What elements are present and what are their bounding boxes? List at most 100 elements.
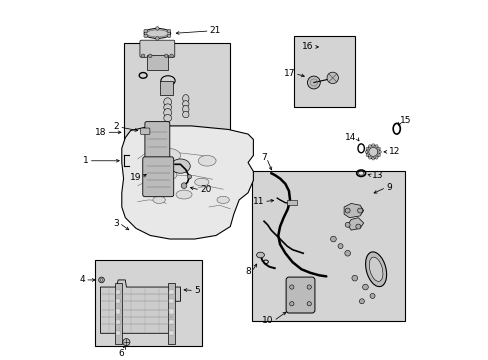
Circle shape — [148, 54, 152, 58]
Bar — [116, 299, 120, 303]
Ellipse shape — [182, 95, 189, 103]
Bar — [160, 81, 173, 95]
Text: 17: 17 — [283, 69, 294, 78]
Circle shape — [374, 145, 377, 148]
Circle shape — [289, 285, 293, 289]
Bar — [294, 36, 354, 107]
Circle shape — [143, 34, 147, 38]
Bar — [146, 55, 168, 70]
Text: 12: 12 — [388, 147, 399, 156]
Ellipse shape — [368, 257, 382, 282]
Ellipse shape — [365, 252, 386, 287]
Bar — [169, 320, 173, 324]
Bar — [114, 283, 122, 344]
Ellipse shape — [182, 111, 189, 118]
FancyBboxPatch shape — [142, 157, 173, 197]
Ellipse shape — [182, 101, 189, 107]
Ellipse shape — [163, 98, 171, 106]
FancyBboxPatch shape — [144, 122, 169, 161]
Circle shape — [365, 147, 368, 150]
Text: 3: 3 — [113, 219, 119, 228]
Polygon shape — [344, 203, 363, 218]
Circle shape — [365, 150, 367, 153]
Text: 6: 6 — [118, 348, 124, 357]
Text: 7: 7 — [260, 153, 266, 162]
Bar — [169, 290, 173, 294]
Circle shape — [122, 339, 130, 346]
Circle shape — [371, 144, 374, 147]
Circle shape — [368, 145, 370, 148]
Circle shape — [371, 157, 374, 160]
Ellipse shape — [153, 196, 165, 203]
Ellipse shape — [256, 252, 264, 258]
Ellipse shape — [194, 178, 208, 186]
Circle shape — [181, 183, 186, 189]
Bar — [169, 310, 173, 314]
Circle shape — [289, 302, 293, 306]
Bar — [116, 331, 120, 335]
Text: 14: 14 — [345, 133, 356, 142]
Circle shape — [368, 156, 370, 159]
Circle shape — [351, 275, 357, 281]
Circle shape — [357, 208, 362, 213]
Circle shape — [326, 72, 338, 84]
Circle shape — [359, 299, 364, 304]
FancyBboxPatch shape — [140, 40, 174, 57]
Text: 11: 11 — [252, 197, 264, 206]
Circle shape — [167, 29, 170, 33]
Bar — [168, 283, 175, 344]
Text: 2: 2 — [113, 122, 119, 131]
Circle shape — [365, 154, 368, 157]
Bar — [116, 310, 120, 314]
Text: 5: 5 — [194, 286, 199, 295]
Circle shape — [306, 285, 311, 289]
Bar — [116, 320, 120, 324]
Ellipse shape — [366, 145, 379, 159]
Ellipse shape — [99, 277, 104, 283]
Circle shape — [345, 222, 349, 227]
Bar — [169, 299, 173, 303]
Ellipse shape — [159, 170, 177, 180]
Polygon shape — [122, 126, 253, 239]
Bar — [116, 290, 120, 294]
Text: 4: 4 — [80, 275, 85, 284]
Text: 18: 18 — [95, 128, 106, 137]
Circle shape — [187, 175, 191, 179]
Ellipse shape — [163, 104, 171, 111]
Polygon shape — [100, 280, 180, 333]
Text: 10: 10 — [262, 316, 273, 325]
Text: 9: 9 — [386, 183, 391, 192]
Ellipse shape — [155, 148, 180, 163]
Ellipse shape — [217, 196, 229, 203]
Ellipse shape — [144, 28, 170, 39]
Bar — [286, 200, 297, 205]
Text: 19: 19 — [130, 173, 141, 182]
Text: 16: 16 — [302, 42, 313, 51]
Ellipse shape — [368, 148, 377, 156]
FancyBboxPatch shape — [141, 128, 150, 134]
Ellipse shape — [163, 108, 171, 117]
Text: 8: 8 — [245, 267, 251, 276]
Text: 15: 15 — [400, 116, 411, 125]
Circle shape — [306, 302, 311, 306]
Circle shape — [307, 76, 320, 89]
Circle shape — [141, 54, 144, 58]
Text: 13: 13 — [371, 171, 383, 180]
Ellipse shape — [176, 190, 192, 199]
Ellipse shape — [182, 105, 189, 113]
Bar — [123, 43, 230, 207]
Circle shape — [143, 29, 147, 33]
Ellipse shape — [163, 114, 171, 122]
Bar — [251, 171, 404, 321]
Circle shape — [167, 34, 170, 38]
FancyBboxPatch shape — [285, 277, 314, 313]
Circle shape — [155, 37, 159, 40]
Circle shape — [374, 156, 377, 159]
Circle shape — [330, 236, 336, 242]
Ellipse shape — [170, 159, 190, 173]
Circle shape — [345, 208, 349, 213]
Circle shape — [164, 54, 168, 58]
Text: 20: 20 — [200, 185, 211, 194]
Bar — [95, 260, 202, 346]
Bar — [169, 331, 173, 335]
